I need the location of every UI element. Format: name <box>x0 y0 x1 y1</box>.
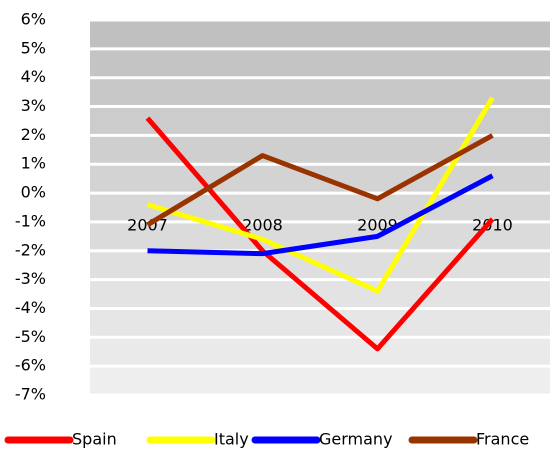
series-line <box>146 133 494 227</box>
series-line <box>145 116 495 352</box>
plot-band <box>90 193 550 222</box>
y-tick-label: -7% <box>15 385 46 404</box>
y-tick-label: 6% <box>21 10 46 29</box>
y-tick-label: -2% <box>15 240 46 259</box>
legend-label: Spain <box>72 430 117 449</box>
y-tick-label: 0% <box>21 183 46 202</box>
x-tick-label: 2008 <box>242 216 283 235</box>
plot-band <box>90 366 550 395</box>
plot-band <box>90 77 550 107</box>
y-tick-label: 1% <box>21 154 46 173</box>
series-line <box>146 96 495 294</box>
y-tick-label: 3% <box>21 96 46 115</box>
legend-label: France <box>476 430 529 449</box>
y-tick-label: 5% <box>21 38 46 57</box>
legend-label: Germany <box>319 430 393 449</box>
legend-label: Italy <box>214 430 249 449</box>
x-tick-label: 2009 <box>357 216 398 235</box>
plot-band <box>90 20 550 49</box>
plot-band <box>90 48 550 78</box>
y-tick-label: -5% <box>15 327 46 346</box>
y-tick-label: -3% <box>15 269 46 288</box>
series-line <box>147 173 494 257</box>
y-tick-label: 2% <box>21 125 46 144</box>
y-tick-label: -4% <box>15 298 46 317</box>
y-tick-label: -6% <box>15 356 46 375</box>
y-tick-label: 4% <box>21 67 46 86</box>
plot-band <box>90 337 550 367</box>
plot-band <box>90 308 550 338</box>
y-tick-label: -1% <box>15 211 46 230</box>
plot-band <box>90 279 550 309</box>
